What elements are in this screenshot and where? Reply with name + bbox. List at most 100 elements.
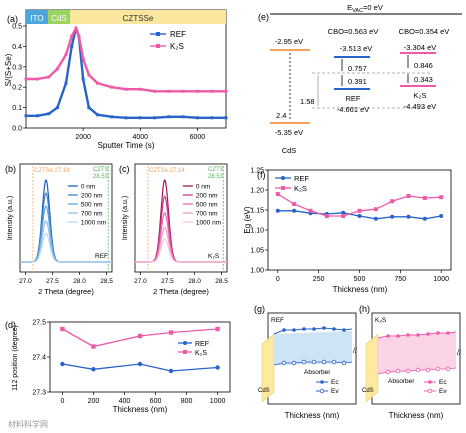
legend-label: 200 nm: [196, 193, 218, 200]
cds-vbm-value: -5.35 eV: [275, 128, 303, 137]
data-point: [91, 344, 96, 349]
x-tick-label: 28.0: [73, 278, 86, 285]
k2s-gap1-value: 0.846: [414, 61, 433, 70]
ec-point: [282, 328, 286, 332]
legend-label: 500 nm: [196, 202, 218, 209]
ref-name: REF: [346, 94, 361, 103]
panel-c-czts-annot-2: 28.53: [208, 174, 224, 180]
cds-gap-value: 2.4: [276, 111, 286, 120]
data-point: [373, 207, 378, 212]
panel-f-marks: [275, 192, 444, 221]
ev-point: [445, 366, 451, 372]
k2s-name: K₂S: [414, 91, 427, 100]
legend-label: 0 nm: [196, 184, 210, 191]
legend-f-ref-marker: [281, 176, 285, 180]
data-point: [24, 77, 28, 81]
data-point: [357, 214, 362, 218]
panel-g-axis-break: //: [353, 348, 357, 355]
x-tick-label: 500: [354, 276, 366, 283]
y-tick-label: 1.10: [250, 228, 264, 235]
ev-point: [291, 360, 297, 366]
x-tick-label: 28.0: [188, 278, 201, 285]
panel-c-xlabel: 2 Theta (degree): [153, 287, 209, 296]
ev-point: [321, 359, 327, 365]
panel-h-cds-label: CdS: [362, 388, 374, 394]
y-tick-label: 0.0: [12, 126, 22, 133]
panel-b-axis: 27.0 27.5 28.0 28.5: [19, 272, 113, 285]
y-tick-label: 0.4: [12, 44, 22, 51]
x-tick-label: 200: [88, 398, 100, 405]
data-point: [74, 26, 78, 30]
ec-point: [386, 334, 390, 338]
ec-point: [406, 333, 410, 337]
panel-c-frame: [134, 163, 228, 273]
panel-d-marks: [60, 326, 220, 374]
region-ito-label: ITO: [30, 14, 43, 23]
panel-h-label: (h): [359, 304, 370, 314]
panel-g-cds-label: CdS: [258, 388, 270, 394]
k2s-bottom-value: -4.493 eV: [404, 102, 437, 111]
legend-a-k2s-marker: [156, 44, 160, 48]
x-tick-label: 27.5: [46, 278, 59, 285]
panel-h-absorber-label: Absorber: [388, 378, 415, 385]
x-tick-label: 27.0: [19, 278, 32, 285]
legend-label: 700 nm: [81, 211, 103, 218]
data-point: [70, 34, 74, 38]
ec-point: [426, 332, 430, 336]
x-tick-label: 1000: [433, 276, 449, 283]
k2s-top-value: -3.304 eV: [404, 43, 437, 52]
ref-top-value: -3.513 eV: [340, 44, 373, 53]
panel-b-czts-annot-2: 28.53: [93, 174, 109, 180]
panel-a-legend: REF K₂S: [150, 30, 186, 51]
ev-point: [385, 369, 391, 375]
y-tick-label: 1.20: [250, 188, 264, 195]
panel-c-sample-tag: K₂S: [208, 253, 220, 260]
data-point: [153, 116, 157, 120]
data-point: [47, 112, 51, 116]
panel-h: (h) K₂S Absorber CdS Thickness (nm) Ec E…: [359, 304, 461, 420]
series-line-k2s: [26, 26, 226, 93]
data-point: [138, 87, 142, 91]
data-point: [275, 208, 280, 213]
data-point: [439, 195, 444, 200]
panel-b: 27.0 27.5 28.0 28.5 (b) Intensity (a.u.) 2 …: [5, 163, 113, 296]
region-cztsse-label: CZTSSe: [123, 14, 154, 23]
panel-d-axis: 0 200 400 600 800 1000 27.3 27.4 27.5: [32, 320, 225, 406]
data-point: [390, 214, 395, 219]
data-point: [60, 361, 65, 367]
ec-point: [416, 333, 420, 337]
data-point: [47, 75, 51, 79]
legend-a-k2s-label: K₂S: [170, 42, 184, 51]
x-tick-label: 28.5: [215, 278, 228, 285]
panel-g: (g) REF Absorber CdS Thickness (nm) Ec E…: [254, 304, 357, 420]
cds-cbm-value: -2.95 eV: [275, 37, 303, 46]
data-point: [422, 216, 427, 221]
y-tick-label: 27.4: [32, 355, 46, 362]
y-tick-label: 0.5: [12, 24, 22, 31]
data-point: [275, 192, 280, 196]
ev-point: [311, 359, 317, 365]
y-tick-label: 27.5: [32, 320, 46, 327]
legend-f-k2s-label: K₂S: [294, 184, 307, 193]
data-point: [181, 89, 185, 93]
data-point: [81, 77, 85, 81]
data-point: [24, 114, 28, 118]
data-point: [406, 214, 411, 219]
data-point: [168, 330, 174, 335]
legend-label: 1000 nm: [81, 220, 106, 227]
panel-b-frame: [19, 163, 113, 273]
panel-c-czts-annot-1: CZTS: [208, 167, 224, 173]
data-point: [70, 44, 74, 48]
panel-a-xlabel: Sputter Time (s): [98, 141, 155, 150]
data-point: [168, 368, 174, 374]
ec-point: [332, 327, 336, 331]
data-point: [110, 85, 114, 89]
data-point: [110, 115, 114, 119]
data-point: [95, 113, 99, 117]
panel-d-ylabel: 112 position (degree): [12, 325, 19, 391]
region-cds: [48, 10, 70, 24]
panel-g-absorber-fill: [274, 331, 352, 365]
x-tick-label: 2000: [75, 134, 91, 141]
gap-value: 1.58: [300, 97, 315, 106]
legend-label: 0 nm: [81, 184, 95, 191]
